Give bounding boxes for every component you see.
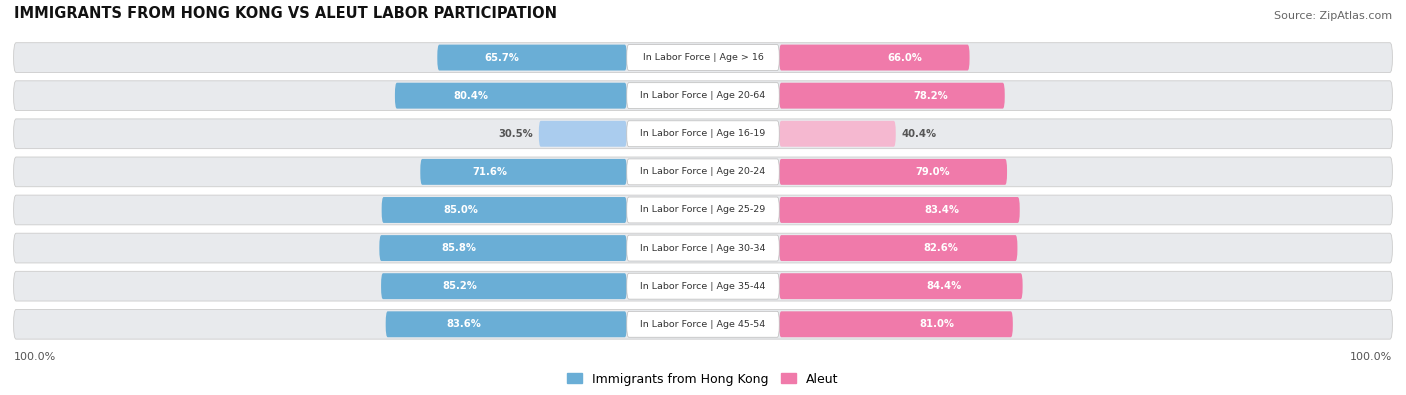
FancyBboxPatch shape <box>14 309 1392 339</box>
Text: 100.0%: 100.0% <box>14 352 56 362</box>
FancyBboxPatch shape <box>14 233 1392 263</box>
Text: 79.0%: 79.0% <box>915 167 950 177</box>
Text: 100.0%: 100.0% <box>1350 352 1392 362</box>
FancyBboxPatch shape <box>779 159 1007 185</box>
FancyBboxPatch shape <box>380 235 627 261</box>
FancyBboxPatch shape <box>627 83 779 109</box>
Text: 85.0%: 85.0% <box>443 205 478 215</box>
FancyBboxPatch shape <box>627 197 779 223</box>
FancyBboxPatch shape <box>385 311 627 337</box>
Text: 71.6%: 71.6% <box>472 167 508 177</box>
Text: Source: ZipAtlas.com: Source: ZipAtlas.com <box>1274 11 1392 21</box>
FancyBboxPatch shape <box>627 273 779 299</box>
FancyBboxPatch shape <box>14 81 1392 111</box>
Text: In Labor Force | Age 25-29: In Labor Force | Age 25-29 <box>640 205 766 214</box>
FancyBboxPatch shape <box>14 119 1392 149</box>
FancyBboxPatch shape <box>627 235 779 261</box>
FancyBboxPatch shape <box>420 159 627 185</box>
Text: In Labor Force | Age 35-44: In Labor Force | Age 35-44 <box>640 282 766 291</box>
Text: 65.7%: 65.7% <box>485 53 520 62</box>
Text: In Labor Force | Age 20-64: In Labor Force | Age 20-64 <box>640 91 766 100</box>
FancyBboxPatch shape <box>627 45 779 71</box>
Text: 83.6%: 83.6% <box>446 319 481 329</box>
Text: In Labor Force | Age 20-24: In Labor Force | Age 20-24 <box>640 167 766 177</box>
Text: 81.0%: 81.0% <box>920 319 955 329</box>
Text: 84.4%: 84.4% <box>927 281 962 291</box>
Text: 66.0%: 66.0% <box>887 53 922 62</box>
FancyBboxPatch shape <box>627 121 779 147</box>
Text: 85.8%: 85.8% <box>441 243 477 253</box>
Text: 82.6%: 82.6% <box>922 243 957 253</box>
Text: 80.4%: 80.4% <box>453 91 488 101</box>
FancyBboxPatch shape <box>381 273 627 299</box>
Text: 30.5%: 30.5% <box>499 129 533 139</box>
Legend: Immigrants from Hong Kong, Aleut: Immigrants from Hong Kong, Aleut <box>562 368 844 391</box>
FancyBboxPatch shape <box>627 311 779 337</box>
Text: 83.4%: 83.4% <box>925 205 960 215</box>
FancyBboxPatch shape <box>381 197 627 223</box>
Text: IMMIGRANTS FROM HONG KONG VS ALEUT LABOR PARTICIPATION: IMMIGRANTS FROM HONG KONG VS ALEUT LABOR… <box>14 6 557 21</box>
FancyBboxPatch shape <box>14 195 1392 225</box>
FancyBboxPatch shape <box>779 121 896 147</box>
FancyBboxPatch shape <box>14 43 1392 72</box>
FancyBboxPatch shape <box>779 45 970 71</box>
FancyBboxPatch shape <box>779 311 1012 337</box>
FancyBboxPatch shape <box>14 157 1392 187</box>
Text: 85.2%: 85.2% <box>443 281 478 291</box>
Text: In Labor Force | Age 45-54: In Labor Force | Age 45-54 <box>640 320 766 329</box>
FancyBboxPatch shape <box>627 159 779 185</box>
Text: In Labor Force | Age 16-19: In Labor Force | Age 16-19 <box>640 129 766 138</box>
Text: In Labor Force | Age > 16: In Labor Force | Age > 16 <box>643 53 763 62</box>
Text: 40.4%: 40.4% <box>901 129 936 139</box>
FancyBboxPatch shape <box>14 271 1392 301</box>
FancyBboxPatch shape <box>779 83 1005 109</box>
Text: 78.2%: 78.2% <box>914 91 949 101</box>
Text: In Labor Force | Age 30-34: In Labor Force | Age 30-34 <box>640 244 766 252</box>
FancyBboxPatch shape <box>779 197 1019 223</box>
FancyBboxPatch shape <box>395 83 627 109</box>
FancyBboxPatch shape <box>538 121 627 147</box>
FancyBboxPatch shape <box>437 45 627 71</box>
FancyBboxPatch shape <box>779 235 1018 261</box>
FancyBboxPatch shape <box>779 273 1022 299</box>
